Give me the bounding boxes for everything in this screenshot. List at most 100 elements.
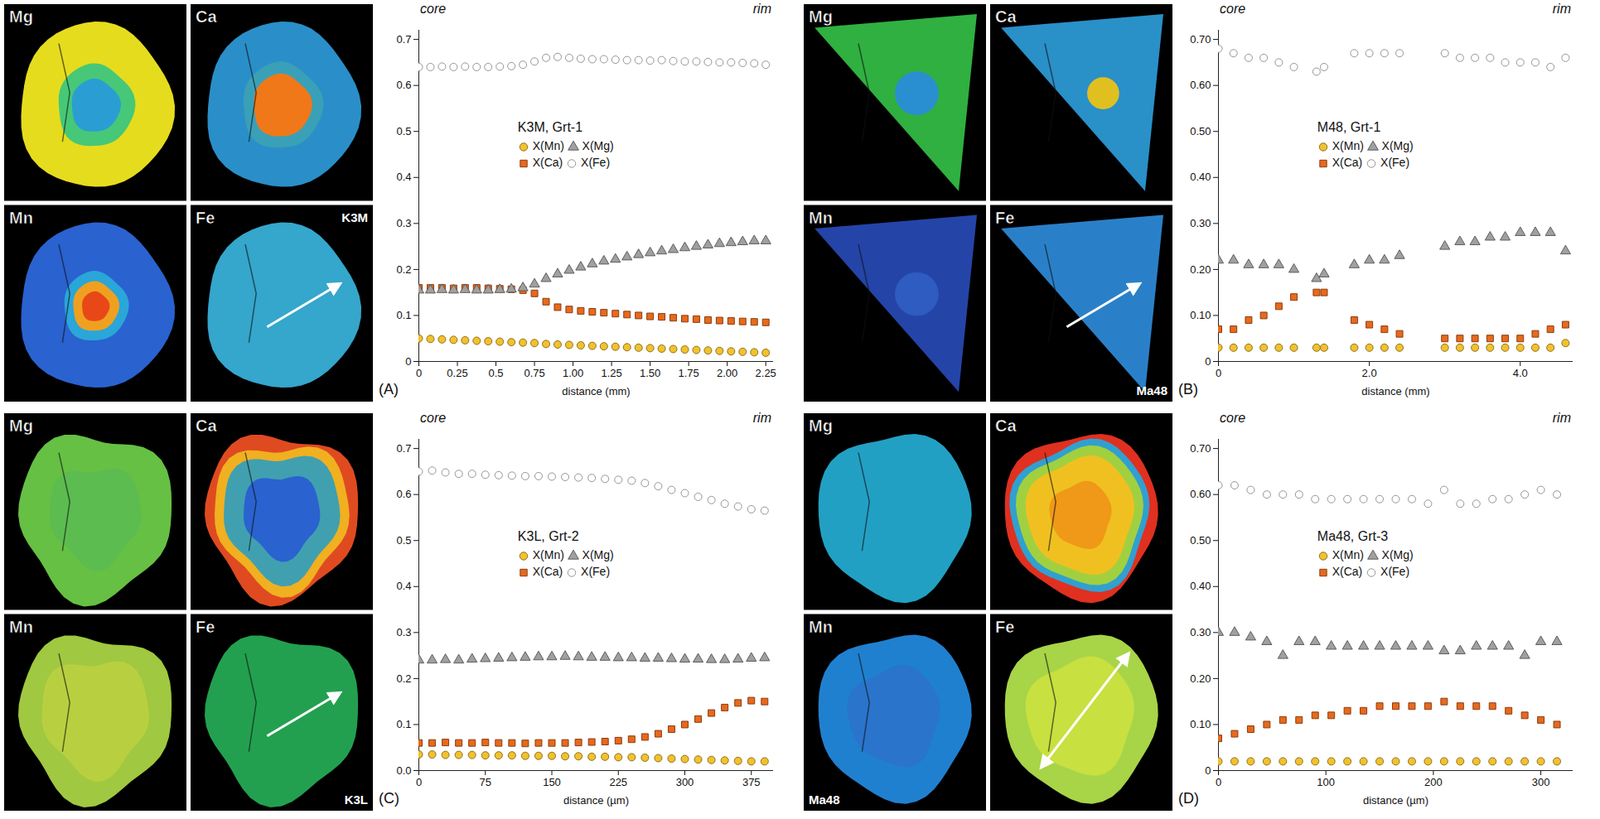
svg-text:Mg: Mg: [808, 7, 833, 26]
svg-text:0.30: 0.30: [1189, 626, 1211, 639]
svg-text:Ca: Ca: [995, 416, 1017, 436]
svg-text:Fe: Fe: [995, 208, 1015, 228]
svg-text:0.7: 0.7: [396, 33, 411, 46]
svg-text:0.1: 0.1: [396, 718, 411, 731]
svg-text:0.10: 0.10: [1189, 718, 1211, 731]
svg-text:0.5: 0.5: [396, 534, 411, 547]
svg-text:0: 0: [1204, 355, 1211, 368]
html-text:X(Ca): X(Ca): [529, 155, 567, 170]
svg-text:Ma48: Ma48: [1135, 383, 1168, 398]
svg-text:0.40: 0.40: [1189, 580, 1211, 593]
html-text:rim: rim: [1552, 410, 1571, 426]
svg-text:K3L: K3L: [344, 792, 368, 808]
html-text:core: core: [420, 410, 446, 426]
svg-text:0.25: 0.25: [446, 367, 468, 380]
svg-text:375: 375: [742, 776, 761, 789]
svg-text:0.2: 0.2: [396, 672, 411, 686]
svg-text:0.40: 0.40: [1189, 170, 1211, 184]
svg-text:0.1: 0.1: [396, 309, 411, 322]
html-text:(D): (D): [1178, 790, 1199, 808]
svg-text:0.3: 0.3: [396, 217, 411, 230]
svg-text:0.75: 0.75: [523, 367, 545, 380]
html-text:rim: rim: [1552, 1, 1571, 16]
html-text:core: core: [420, 1, 446, 16]
svg-text:75: 75: [479, 776, 492, 789]
html-text:X(Fe): X(Fe): [1377, 155, 1410, 170]
svg-text:distance (mm): distance (mm): [561, 385, 630, 398]
svg-text:K3M: K3M: [341, 210, 368, 225]
html-text:X(Ca): X(Ca): [1328, 155, 1366, 170]
svg-text:0.2: 0.2: [396, 263, 411, 276]
svg-text:0.50: 0.50: [1189, 125, 1211, 138]
svg-text:4.0: 4.0: [1512, 367, 1528, 380]
svg-text:0: 0: [415, 776, 422, 789]
svg-text:0.70: 0.70: [1189, 33, 1211, 46]
svg-text:300: 300: [1532, 776, 1551, 789]
html-text:core: core: [1219, 1, 1246, 16]
svg-text:0: 0: [1215, 776, 1222, 789]
svg-text:100: 100: [1316, 776, 1335, 789]
svg-text:Fe: Fe: [195, 618, 215, 637]
svg-text:2.0: 2.0: [1362, 367, 1378, 380]
svg-text:Mn: Mn: [808, 208, 833, 228]
svg-text:Ma48: Ma48: [808, 792, 841, 808]
html-text:Ma48, Grt-3: Ma48, Grt-3: [1317, 529, 1389, 544]
html-text:rim: rim: [753, 1, 772, 16]
svg-text:0.60: 0.60: [1189, 488, 1211, 501]
svg-text:225: 225: [609, 776, 628, 789]
svg-text:Ca: Ca: [995, 7, 1017, 26]
html-text:(B): (B): [1178, 381, 1199, 398]
svg-text:0.5: 0.5: [396, 125, 411, 138]
svg-text:Mn: Mn: [9, 208, 34, 228]
svg-text:0: 0: [1215, 367, 1222, 380]
html-text:(A): (A): [378, 381, 399, 398]
html-text:X(Fe): X(Fe): [577, 155, 610, 170]
html-text:core: core: [1219, 410, 1246, 426]
svg-text:1.75: 1.75: [677, 367, 699, 380]
html-text:rim: rim: [753, 410, 772, 426]
svg-text:0.10: 0.10: [1189, 309, 1211, 322]
svg-text:distance (mm): distance (mm): [1361, 385, 1430, 398]
svg-text:Fe: Fe: [195, 208, 215, 228]
svg-text:0.30: 0.30: [1189, 217, 1211, 230]
svg-text:0.50: 0.50: [1189, 534, 1211, 547]
svg-text:0: 0: [405, 355, 411, 368]
svg-text:Fe: Fe: [995, 618, 1015, 637]
svg-text:Mn: Mn: [9, 618, 34, 637]
svg-text:0.7: 0.7: [396, 442, 411, 455]
svg-text:Mg: Mg: [9, 7, 34, 26]
svg-text:2.00: 2.00: [716, 367, 738, 380]
html-text:(C): (C): [378, 790, 400, 808]
svg-text:distance (µm): distance (µm): [563, 794, 629, 808]
svg-text:2.25: 2.25: [755, 367, 777, 380]
svg-text:0.70: 0.70: [1189, 442, 1211, 455]
svg-text:0.0: 0.0: [396, 764, 411, 778]
svg-text:Mg: Mg: [9, 416, 34, 436]
svg-text:200: 200: [1424, 776, 1443, 789]
svg-text:distance (µm): distance (µm): [1363, 794, 1429, 808]
svg-text:1.25: 1.25: [600, 367, 622, 380]
svg-text:1.50: 1.50: [639, 367, 661, 380]
svg-text:Ca: Ca: [195, 416, 218, 436]
svg-text:0.60: 0.60: [1189, 78, 1211, 92]
svg-text:0.6: 0.6: [396, 488, 411, 501]
svg-text:0.20: 0.20: [1189, 672, 1211, 686]
svg-text:0.5: 0.5: [488, 367, 504, 380]
svg-text:Mn: Mn: [808, 618, 833, 637]
svg-text:0: 0: [415, 367, 422, 380]
svg-text:Ca: Ca: [195, 7, 218, 26]
html-text:M48, Grt-1: M48, Grt-1: [1317, 120, 1381, 135]
svg-text:0: 0: [1204, 764, 1211, 778]
svg-text:0.4: 0.4: [396, 170, 411, 184]
svg-text:300: 300: [676, 776, 695, 789]
svg-text:0.3: 0.3: [396, 626, 411, 639]
html-text:X(Mn): X(Mn): [529, 139, 568, 153]
svg-text:0.4: 0.4: [396, 580, 411, 593]
svg-text:0.6: 0.6: [396, 78, 411, 92]
html-text:K3L, Grt-2: K3L, Grt-2: [517, 529, 579, 544]
svg-text:150: 150: [542, 776, 561, 789]
html-text:K3M, Grt-1: K3M, Grt-1: [517, 120, 583, 135]
svg-text:Mg: Mg: [808, 416, 833, 436]
svg-text:0.20: 0.20: [1189, 263, 1211, 276]
svg-text:1.00: 1.00: [562, 367, 584, 380]
